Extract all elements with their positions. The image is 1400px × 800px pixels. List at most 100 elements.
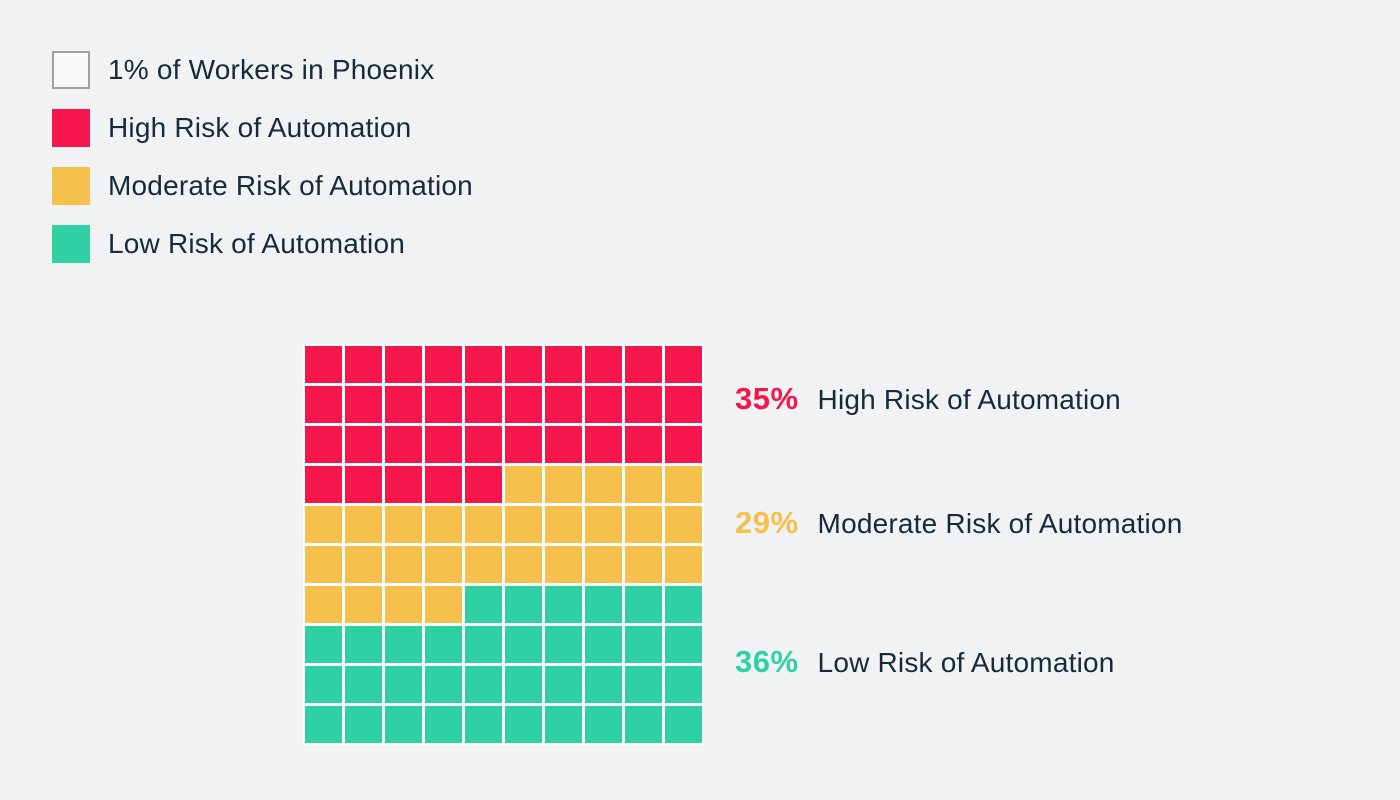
waffle-cell (585, 546, 622, 583)
waffle-cell (545, 586, 582, 623)
waffle-cell (505, 506, 542, 543)
waffle-cell (665, 426, 702, 463)
legend-item-label: High Risk of Automation (108, 112, 412, 143)
waffle-cell (505, 626, 542, 663)
waffle-cell (385, 666, 422, 703)
waffle-cell (385, 586, 422, 623)
stat-percent: 36% (735, 644, 799, 679)
waffle-cell (625, 466, 662, 503)
waffle-cell (425, 466, 462, 503)
waffle-cell (345, 626, 382, 663)
waffle-cell (345, 426, 382, 463)
legend: 1% of Workers in Phoenix High Risk of Au… (52, 51, 473, 283)
waffle-cell (665, 586, 702, 623)
waffle-cell (665, 346, 702, 383)
waffle-cell (585, 706, 622, 743)
waffle-cell (305, 466, 342, 503)
waffle-cell (545, 666, 582, 703)
waffle-cell (625, 346, 662, 383)
waffle-cell (425, 666, 462, 703)
legend-item-unit: 1% of Workers in Phoenix (52, 51, 473, 89)
waffle-cell (465, 546, 502, 583)
waffle-cell (545, 426, 582, 463)
low-risk-swatch (52, 225, 90, 263)
stat-low-risk: 36% Low Risk of Automation (735, 644, 1115, 680)
waffle-cell (665, 386, 702, 423)
waffle-cell (305, 506, 342, 543)
high-risk-swatch (52, 109, 90, 147)
waffle-cell (345, 666, 382, 703)
stat-label: Moderate Risk of Automation (817, 508, 1183, 539)
waffle-cell (425, 586, 462, 623)
waffle-cell (625, 506, 662, 543)
waffle-cell (425, 386, 462, 423)
waffle-cell (545, 706, 582, 743)
waffle-cell (465, 386, 502, 423)
waffle-cell (465, 706, 502, 743)
waffle-cell (625, 666, 662, 703)
waffle-cell (425, 546, 462, 583)
waffle-cell (345, 386, 382, 423)
waffle-cell (505, 706, 542, 743)
waffle-cell (585, 666, 622, 703)
waffle-cell (505, 466, 542, 503)
waffle-cell (305, 666, 342, 703)
stat-label: Low Risk of Automation (817, 647, 1115, 678)
waffle-cell (305, 706, 342, 743)
waffle-cell (545, 506, 582, 543)
legend-item-label: Moderate Risk of Automation (108, 170, 473, 201)
waffle-cell (545, 626, 582, 663)
waffle-cell (385, 546, 422, 583)
waffle-cell (385, 386, 422, 423)
waffle-cell (465, 586, 502, 623)
waffle-cell (345, 586, 382, 623)
waffle-cell (585, 346, 622, 383)
waffle-cell (665, 466, 702, 503)
waffle-cell (385, 346, 422, 383)
waffle-cell (385, 506, 422, 543)
waffle-cell (665, 506, 702, 543)
stat-moderate-risk: 29% Moderate Risk of Automation (735, 505, 1182, 541)
waffle-cell (425, 626, 462, 663)
waffle-cell (385, 706, 422, 743)
waffle-cell (465, 506, 502, 543)
stat-high-risk: 35% High Risk of Automation (735, 381, 1121, 417)
waffle-grid (303, 344, 704, 745)
waffle-cell (385, 626, 422, 663)
legend-item-label: 1% of Workers in Phoenix (108, 54, 435, 85)
unit-swatch (52, 51, 90, 89)
waffle-cell (545, 546, 582, 583)
waffle-cell (585, 386, 622, 423)
legend-item-high-risk: High Risk of Automation (52, 109, 473, 147)
waffle-cell (305, 546, 342, 583)
stat-percent: 29% (735, 505, 799, 540)
waffle-cell (465, 466, 502, 503)
waffle-cell (625, 546, 662, 583)
stat-label: High Risk of Automation (817, 384, 1121, 415)
waffle-cell (585, 506, 622, 543)
legend-item-low-risk: Low Risk of Automation (52, 225, 473, 263)
waffle-cell (505, 666, 542, 703)
waffle-cell (385, 466, 422, 503)
stat-percent: 35% (735, 381, 799, 416)
waffle-cell (305, 626, 342, 663)
waffle-cell (425, 506, 462, 543)
waffle-cell (465, 626, 502, 663)
waffle-cell (625, 386, 662, 423)
waffle-cell (545, 466, 582, 503)
waffle-cell (625, 706, 662, 743)
moderate-risk-swatch (52, 167, 90, 205)
waffle-cell (665, 706, 702, 743)
waffle-cell (585, 466, 622, 503)
waffle-cell (465, 346, 502, 383)
waffle-cell (665, 546, 702, 583)
waffle-cell (505, 346, 542, 383)
legend-item-moderate-risk: Moderate Risk of Automation (52, 167, 473, 205)
waffle-cell (345, 546, 382, 583)
waffle-cell (585, 586, 622, 623)
waffle-cell (545, 386, 582, 423)
waffle-cell (585, 626, 622, 663)
waffle-cell (345, 466, 382, 503)
waffle-cell (625, 426, 662, 463)
waffle-cell (345, 506, 382, 543)
